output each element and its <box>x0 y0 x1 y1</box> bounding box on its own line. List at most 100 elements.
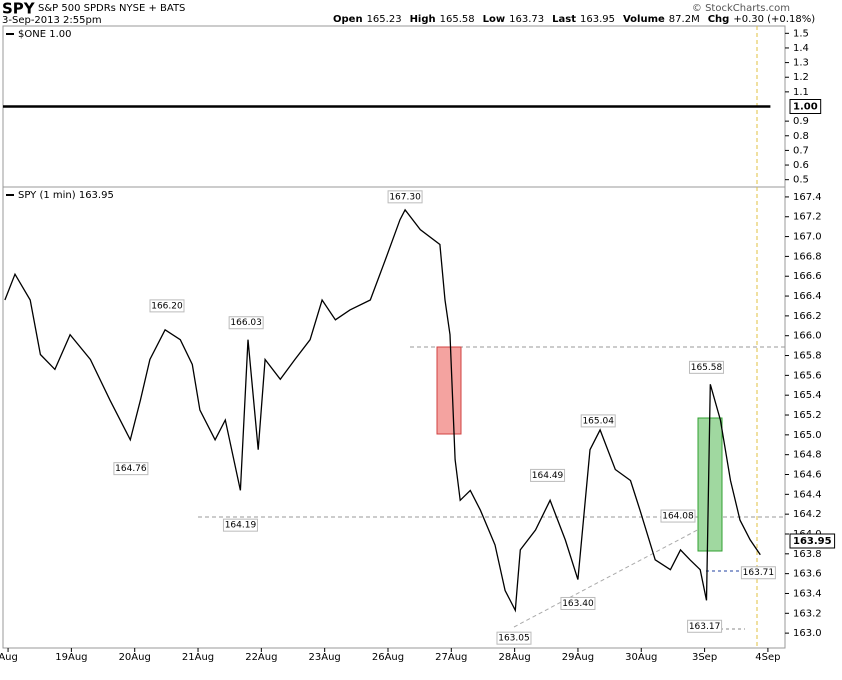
y-tick-label: 166.6 <box>793 271 822 282</box>
y-tick-label: 167.4 <box>793 192 822 203</box>
symbol: SPY <box>2 0 36 18</box>
annotation-label: 166.03 <box>230 318 262 328</box>
annotation-box <box>530 468 566 482</box>
y-tick-label: 163.6 <box>793 569 822 580</box>
annotation-box <box>496 631 532 645</box>
quote-value: 163.95 <box>580 14 615 25</box>
y-tick-label: 167.0 <box>793 232 822 243</box>
annotation-box <box>149 299 185 313</box>
price-annotation: 165.04 <box>580 414 616 428</box>
y-tick-label: 163.2 <box>793 608 822 619</box>
quote-label: High <box>410 14 436 25</box>
annotation-label: 164.19 <box>225 521 257 531</box>
annotation-label: 164.08 <box>662 512 694 522</box>
price-annotation: 163.40 <box>560 596 596 610</box>
panel-frame <box>2 186 786 649</box>
x-tick-label: 28Aug <box>498 652 530 663</box>
price-annotation: 167.30 <box>387 190 423 204</box>
y-tick-label: 0.7 <box>793 145 809 156</box>
x-tick-label: 26Aug <box>372 652 404 663</box>
price-annotation: 164.76 <box>113 462 149 476</box>
y-tick-label: 165.4 <box>793 390 822 401</box>
annotation-label: 164.49 <box>532 471 564 481</box>
annotation-label: 166.20 <box>151 301 183 311</box>
drop-box <box>436 346 462 435</box>
annotation-box <box>560 596 596 610</box>
annotation-label: 165.58 <box>691 363 723 373</box>
y-tick-label: 164.8 <box>793 450 822 461</box>
quote-bar: Open 165.23 High 165.58 Low 163.73 Last 163.95 V… <box>333 14 815 25</box>
x-tick-label: 21Aug <box>182 652 214 663</box>
quote-value: 163.73 <box>509 14 544 25</box>
x-tick-label: 20Aug <box>119 652 151 663</box>
price-annotation: 166.20 <box>149 299 185 313</box>
y-tick-label: 167.2 <box>793 212 822 223</box>
y-tick-label: 1.4 <box>793 43 809 54</box>
annotation-box <box>580 414 616 428</box>
timestamp: 3-Sep-2013 2:55pm <box>2 15 102 26</box>
annotation-label: 165.04 <box>582 416 614 426</box>
quote-label: Volume <box>623 14 665 25</box>
price-annotation: 164.08 <box>660 509 696 523</box>
x-tick-label: 27Aug <box>435 652 467 663</box>
annotation-box <box>222 518 258 532</box>
annotation-label: 167.30 <box>389 192 421 202</box>
y-tick-label: 164.6 <box>793 470 822 481</box>
price-annotation: 164.49 <box>530 468 566 482</box>
y-tick-label: 165.8 <box>793 351 822 362</box>
quote-value: 165.23 <box>367 14 402 25</box>
y-tick-label: 165.0 <box>793 430 822 441</box>
quote-value: +0.30 (+0.18%) <box>733 14 815 25</box>
price-annotation: 163.71 <box>740 566 776 580</box>
value-box <box>789 99 822 114</box>
y-tick-label: 165.6 <box>793 370 822 381</box>
value-box-label: 1.00 <box>793 102 818 113</box>
y-tick-label: 166.2 <box>793 311 822 322</box>
y-tick-label: 0.8 <box>793 131 809 142</box>
y-tick-label: 1.1 <box>793 87 809 98</box>
panel-title: SPY (1 min) 163.95 <box>18 190 114 201</box>
y-tick-label: 1.3 <box>793 58 809 69</box>
panel-title: $ONE 1.00 <box>18 29 71 40</box>
y-tick-label: 0.9 <box>793 116 809 127</box>
y-tick-label: 1.2 <box>793 72 809 83</box>
price-annotation: 164.19 <box>222 518 258 532</box>
annotation-box <box>660 509 696 523</box>
security-name: S&P 500 SPDRs NYSE + BATS <box>38 3 185 14</box>
annotation-label: 163.17 <box>689 622 721 632</box>
price-annotation: 163.17 <box>687 619 723 633</box>
annotation-label: 163.71 <box>743 568 775 578</box>
y-tick-label: 1.5 <box>793 28 809 39</box>
value-box <box>789 533 836 549</box>
y-tick-label: 165.2 <box>793 410 822 421</box>
annotation-box <box>688 360 724 374</box>
x-tick-label: 23Aug <box>309 652 341 663</box>
y-tick-label: 166.4 <box>793 291 822 302</box>
annotation-label: 163.05 <box>498 634 530 644</box>
annotation-label: 163.40 <box>562 599 594 609</box>
annotation-label: 164.76 <box>115 464 147 474</box>
annotation-box <box>387 190 423 204</box>
quote-label: Low <box>483 14 505 25</box>
annotation-box <box>740 566 776 580</box>
y-tick-label: 163.0 <box>793 628 822 639</box>
y-tick-label: 166.0 <box>793 331 822 342</box>
value-box-label: 163.95 <box>793 536 832 547</box>
price-annotation: 165.58 <box>688 360 724 374</box>
price-annotation: 166.03 <box>228 316 264 330</box>
annotation-box <box>113 462 149 476</box>
y-tick-label: 166.8 <box>793 251 822 262</box>
annotation-box <box>228 316 264 330</box>
y-tick-label: 163.4 <box>793 588 822 599</box>
copyright: © StockCharts.com <box>692 3 790 14</box>
annotation-box <box>687 619 723 633</box>
y-tick-label: 0.6 <box>793 160 809 171</box>
quote-label: Chg <box>708 14 730 25</box>
plots <box>3 105 771 613</box>
quote-label: Open <box>333 14 363 25</box>
x-tick-label: 22Aug <box>245 652 277 663</box>
quote-value: 87.2M <box>669 14 700 25</box>
quote-label: Last <box>552 14 576 25</box>
x-tick-label: Aug <box>0 652 18 663</box>
